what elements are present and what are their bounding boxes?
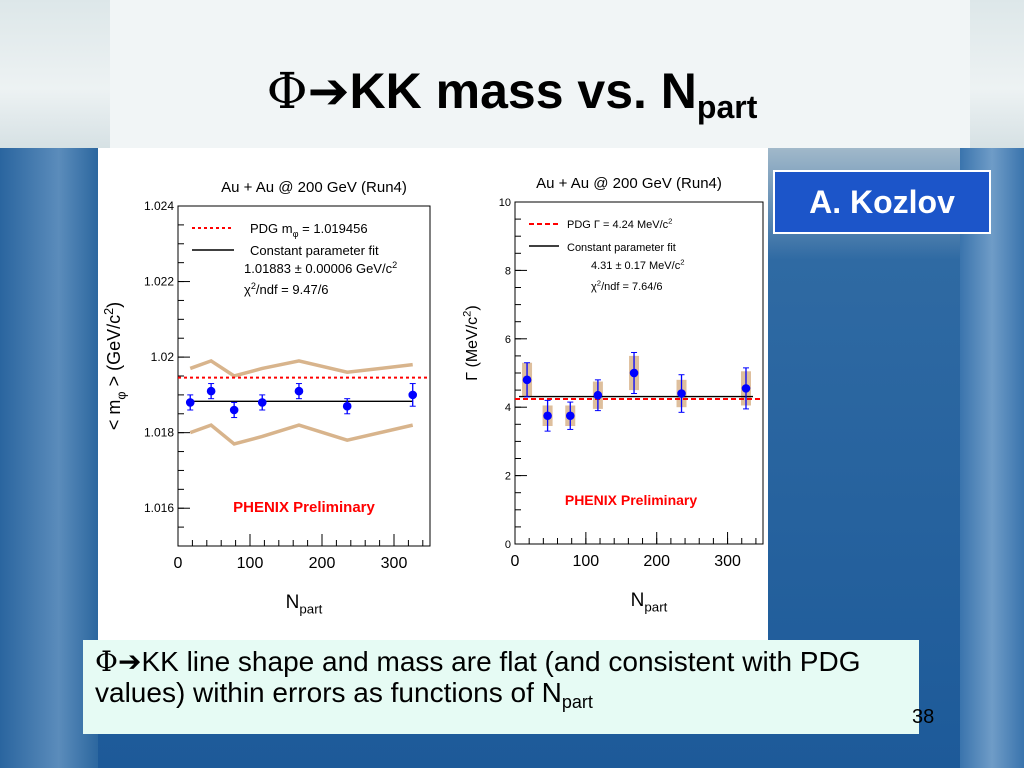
- p1-y-tick-label: 1.022: [144, 275, 174, 289]
- p2-y-tick-label: 8: [505, 265, 511, 277]
- p2-x-tick-label: 100: [573, 553, 600, 570]
- p1-sys-band-lower: [189, 423, 414, 446]
- figure-panel: Au + Au @ 200 GeV (Run4) 1.016 1.018 1.02 1.…: [98, 148, 768, 640]
- p2-data-point: [629, 368, 639, 378]
- p1-x-tick-label: 300: [381, 555, 408, 572]
- author-badge: A. Kozlov: [773, 170, 991, 234]
- p1-data-point: [294, 386, 304, 396]
- p2-data-point: [677, 389, 686, 398]
- p2-y-tick-label: 2: [505, 471, 511, 483]
- p2-data-point: [543, 411, 552, 421]
- p2-legend-pdg-label: PDG Γ = 4.24 MeV/c2: [567, 217, 672, 231]
- p1-data-point: [206, 386, 216, 396]
- caption-phi: Φ: [95, 645, 118, 678]
- p2-data-point: [565, 411, 575, 421]
- p2-legend-fit-value: 4.31 ± 0.17 MeV/c2: [591, 258, 684, 272]
- p1-data-point: [185, 398, 195, 407]
- p2-y-axis-label: Γ (MeV/c2): [462, 305, 481, 381]
- p2-x-tick-label: 200: [643, 553, 670, 570]
- p2-y-tick-label: 0: [505, 539, 511, 551]
- p1-legend-fit-label: Constant parameter fit: [250, 243, 379, 258]
- p1-chart-title: Au + Au @ 200 GeV (Run4): [221, 179, 407, 196]
- p1-legend-chi2: χ2/ndf = 9.47/6: [244, 281, 329, 297]
- p1-data-point: [229, 405, 239, 415]
- p1-x-tick-label: 100: [237, 555, 264, 572]
- p1-x-tick-label: 200: [309, 555, 336, 572]
- title-arrow-icon: ➔: [307, 62, 350, 120]
- left-decor-stripe: [0, 148, 98, 768]
- p1-x-tick-label: 0: [174, 555, 183, 572]
- p2-x-tick-label: 300: [714, 553, 741, 570]
- right-decor-stripe: [960, 148, 1024, 768]
- p1-y-tick-label: 1.024: [144, 199, 174, 213]
- title-text: KK mass vs. N: [349, 63, 697, 119]
- p2-legend-chi2: χ2/ndf = 7.64/6: [591, 279, 663, 293]
- p1-y-tick-label: 1.02: [151, 350, 175, 364]
- p1-y-axis-label: < mφ > (GeV/c2): [102, 302, 129, 430]
- p1-y-tick-label: 1.018: [144, 426, 174, 440]
- p2-legend-fit-label: Constant parameter fit: [567, 242, 676, 254]
- p1-sys-band-upper: [189, 358, 413, 378]
- p2-y-tick-label: 4: [505, 402, 511, 414]
- p2-y-tick-label: 10: [499, 197, 511, 209]
- caption-subscript: part: [561, 692, 593, 712]
- p1-y-tick-label: 1.016: [144, 501, 174, 515]
- p2-preliminary-label: PHENIX Preliminary: [565, 492, 697, 508]
- caption-arrow-icon: ➔: [117, 645, 142, 678]
- p2-chart-title: Au + Au @ 200 GeV (Run4): [536, 175, 722, 192]
- p1-preliminary-label: PHENIX Preliminary: [233, 499, 375, 516]
- caption-box: Φ➔KK line shape and mass are flat (and c…: [83, 640, 919, 734]
- p2-data-point: [741, 384, 751, 393]
- title-subscript: part: [696, 89, 758, 125]
- p1-data-point: [342, 401, 352, 411]
- slide-title: Φ➔KK mass vs. Npart: [0, 62, 1024, 126]
- charts-svg: Au + Au @ 200 GeV (Run4) 1.016 1.018 1.02 1.…: [102, 175, 764, 617]
- p2-y-tick-label: 6: [505, 334, 511, 346]
- p1-legend-fit-value: 1.01883 ± 0.00006 GeV/c2: [244, 260, 397, 276]
- p2-x-tick-label: 0: [511, 553, 520, 570]
- title-band: [0, 0, 1024, 148]
- title-phi: Φ: [266, 62, 308, 120]
- p1-data-point: [408, 390, 418, 400]
- page-number: 38: [912, 706, 935, 728]
- caption-text: KK line shape and mass are flat (and con…: [95, 646, 861, 708]
- p2-data-point: [593, 390, 603, 400]
- p2-data-point: [522, 375, 532, 385]
- p1-data-point: [257, 398, 267, 407]
- p2-x-axis-label: Npart: [631, 590, 668, 615]
- p1-legend-pdg-label: PDG mφ = 1.019456: [250, 221, 368, 239]
- p1-x-axis-label: Npart: [286, 592, 323, 617]
- title-background: [110, 0, 970, 148]
